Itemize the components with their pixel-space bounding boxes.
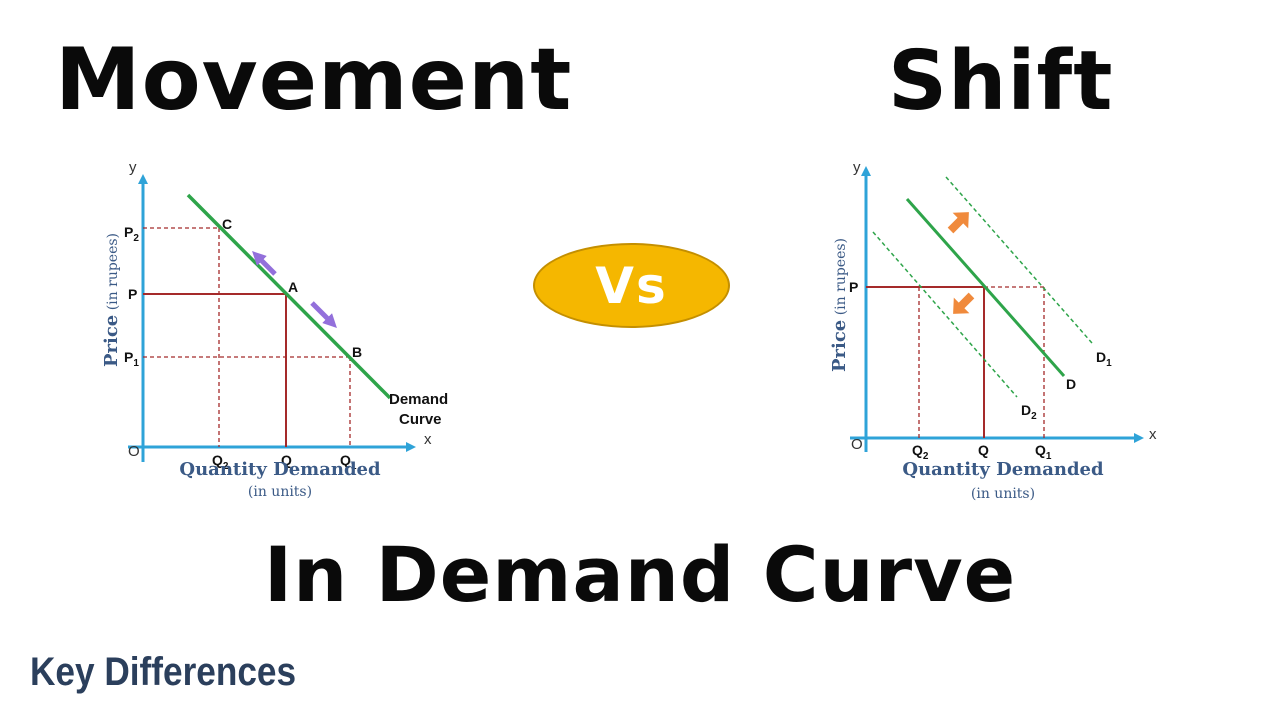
price-label-p1: P1 — [124, 349, 139, 369]
point-c: C — [222, 216, 232, 232]
shift-arrow-right-icon — [947, 212, 969, 234]
price-label-p: P — [128, 286, 137, 302]
demand-curve-d1 — [945, 176, 1093, 344]
price-guides — [143, 227, 351, 447]
demand-curve-d2 — [872, 231, 1018, 398]
vs-label: Vs — [595, 256, 668, 315]
x-axis-letter: x — [1149, 426, 1157, 443]
y-axis-letter: y — [129, 159, 137, 176]
demand-curve-d — [905, 198, 1066, 377]
movement-arrow-up — [252, 251, 277, 276]
title-shift: Shift — [888, 34, 1114, 129]
x-axis-unit: (in units) — [248, 484, 312, 500]
brand-logo-text: Key Differences — [30, 650, 297, 694]
quantity-label-q2: Q2 — [212, 452, 229, 472]
subtitle-in-demand-curve: In Demand Curve — [263, 530, 1017, 619]
title-movement: Movement — [55, 30, 573, 130]
quantity-label-q1: Q1 — [340, 452, 357, 472]
movement-diagram: y x O C A B P2 P P1 Q2 Q Q1 Demand Curv — [101, 159, 448, 500]
price-label-p: P — [849, 279, 858, 295]
movement-arrow-down — [310, 301, 337, 328]
quantity-label-q2: Q2 — [912, 442, 929, 462]
price-label-p2: P2 — [124, 224, 139, 244]
curve-label-d1: D1 — [1096, 349, 1112, 369]
origin-label: O — [851, 436, 863, 453]
quantity-label-q: Q — [281, 452, 292, 468]
demand-curve-label-2: Curve — [399, 411, 442, 428]
point-a: A — [288, 279, 298, 295]
y-axis-title: Price (in rupees) — [101, 233, 122, 367]
demand-curve — [186, 193, 392, 400]
point-b: B — [352, 344, 362, 360]
x-axis-letter: x — [424, 431, 432, 448]
x-axis-title: Quantity Demanded — [179, 459, 381, 480]
price-guides — [866, 286, 1045, 438]
quantity-label-q1: Q1 — [1035, 442, 1052, 462]
y-axis-title: Price (in rupees) — [829, 238, 850, 372]
demand-curve-label: Demand — [389, 391, 448, 408]
curve-label-d2: D2 — [1021, 402, 1037, 422]
vs-badge: Vs — [533, 243, 730, 328]
origin-label: O — [128, 443, 140, 460]
x-axis-unit: (in units) — [971, 486, 1035, 502]
x-axis-title: Quantity Demanded — [902, 459, 1104, 480]
shift-diagram: y x O P Q2 Q Q1 D1 D D2 Price (in — [829, 159, 1157, 502]
curve-label-d: D — [1066, 376, 1076, 392]
quantity-label-q: Q — [978, 442, 989, 458]
shift-arrow-left-icon — [953, 292, 975, 314]
y-axis-letter: y — [853, 159, 861, 176]
